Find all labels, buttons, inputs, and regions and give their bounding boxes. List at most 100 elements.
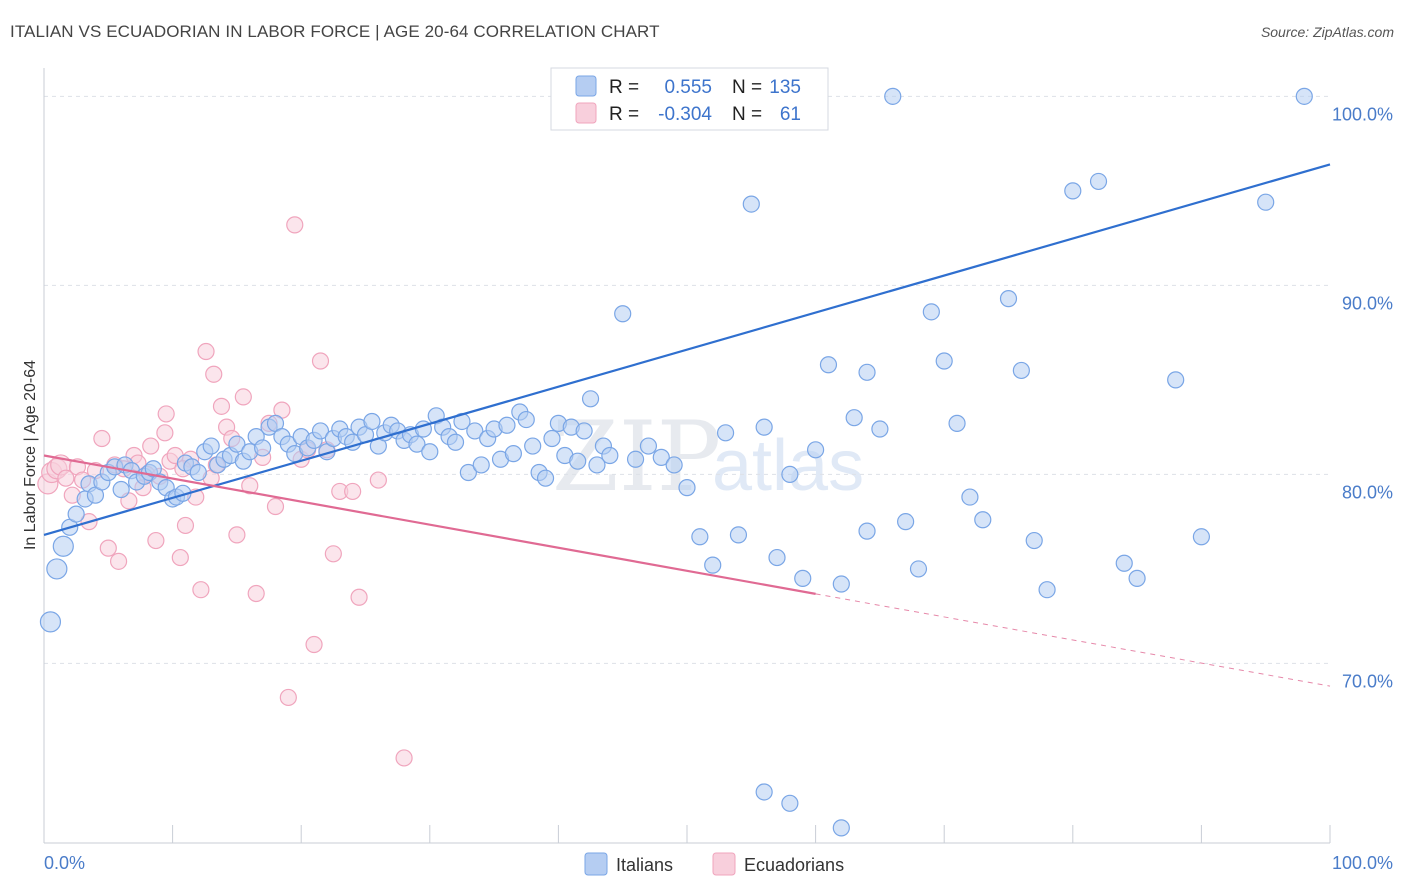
- italian-point-116: [961, 488, 979, 506]
- ecuadorian-point-27: [176, 516, 195, 535]
- ecuadorian-point-30: [192, 581, 210, 599]
- ecuadorian-point-13: [109, 552, 128, 570]
- source-credit: Source: ZipAtlas.com: [1260, 24, 1394, 40]
- italian-point-85: [575, 422, 593, 440]
- italian-point-119: [1012, 361, 1030, 380]
- italian-point-102: [768, 548, 786, 567]
- ecuadorian-point-39: [241, 477, 259, 495]
- ecuadorian-point-23: [156, 424, 174, 442]
- ecuadorian-point-50: [311, 352, 330, 370]
- ecuadorian-point-21: [147, 531, 165, 550]
- ecuadorian-point-10: [93, 429, 111, 448]
- italian-point-68: [466, 422, 484, 440]
- italians-trend-line: [43, 163, 1331, 536]
- italian-point-92: [639, 437, 658, 455]
- italians-legend-swatch: [575, 75, 597, 97]
- italian-point-110: [871, 420, 889, 438]
- italian-point-80: [543, 429, 561, 448]
- italian-point-123: [1089, 172, 1108, 191]
- y-axis-title: In Labor Force | Age 20-64: [22, 360, 39, 550]
- y-tick-label-1: 90.0%: [1342, 293, 1393, 313]
- series-legend: Italians Ecuadorians: [584, 852, 844, 876]
- italian-point-61: [421, 443, 439, 461]
- ecuadorian-point-31: [197, 342, 215, 361]
- italian-point-129: [1295, 87, 1313, 105]
- legend-ecuadorians-label: Ecuadorians: [744, 855, 844, 875]
- italians-points: [39, 87, 1313, 837]
- ecuadorian-point-57: [395, 749, 413, 767]
- italian-point-115: [948, 414, 966, 432]
- italian-point-76: [517, 410, 535, 429]
- y-tick-label-2: 80.0%: [1342, 482, 1393, 502]
- ecuadorians-r-label: R =: [609, 104, 639, 125]
- ecuadorian-point-4: [57, 469, 75, 487]
- y-tick-label-3: 70.0%: [1342, 671, 1393, 691]
- ecuadorian-point-46: [286, 216, 304, 234]
- ecuadorians-legend-swatch: [575, 102, 597, 124]
- italian-point-109: [858, 522, 876, 540]
- ecuadorian-point-38: [234, 388, 252, 406]
- italian-point-74: [504, 445, 522, 463]
- ecuadorians-trend-line: [43, 454, 816, 595]
- italian-point-126: [1167, 371, 1185, 389]
- italian-point-131: [781, 794, 799, 812]
- x-tick-label-left: 0.0%: [44, 853, 85, 873]
- x-axis-ticks: [43, 825, 1331, 843]
- italian-point-90: [614, 305, 632, 323]
- italians-r-value: 0.555: [664, 77, 712, 98]
- ecuadorian-point-55: [350, 588, 368, 606]
- ecuadorian-point-37: [228, 526, 246, 544]
- italian-point-107: [832, 575, 850, 593]
- italian-point-133: [858, 363, 876, 381]
- italian-point-132: [832, 819, 850, 837]
- italian-point-69: [472, 456, 490, 474]
- italian-point-44: [311, 422, 330, 440]
- x-tick-label-right: 100.0%: [1332, 853, 1393, 873]
- italian-point-113: [922, 303, 940, 321]
- ecuadorian-point-52: [324, 545, 342, 563]
- ecuadorian-point-20: [142, 437, 160, 455]
- ecuadorian-point-26: [171, 548, 189, 567]
- italian-point-59: [408, 435, 426, 453]
- italian-point-35: [254, 439, 272, 457]
- stats-legend: R = 0.555 N = 135 R = -0.304 N = 61: [550, 67, 829, 131]
- stats-legend-box: [550, 67, 829, 131]
- italian-point-77: [524, 437, 542, 455]
- italian-point-130: [755, 783, 773, 801]
- chart-title: ITALIAN VS ECUADORIAN IN LABOR FORCE | A…: [10, 22, 660, 41]
- y-axis-tick-labels: 100.0% 90.0% 80.0% 70.0%: [1332, 104, 1393, 691]
- italian-point-27: [202, 437, 220, 455]
- italian-point-121: [1038, 581, 1056, 599]
- italians-n-label: N =: [732, 77, 762, 98]
- ecuadorian-point-34: [212, 397, 231, 415]
- ecuadorian-point-11: [99, 539, 117, 557]
- italian-point-128: [1257, 193, 1275, 211]
- ecuadorians-n-value: 61: [780, 104, 801, 125]
- ecuadorian-point-60: [157, 405, 175, 423]
- italian-point-89: [601, 446, 619, 465]
- italian-point-2: [52, 535, 74, 557]
- italian-point-111: [897, 513, 915, 531]
- ecuadorians-trend-line-extension: [815, 593, 1331, 687]
- italian-point-31: [228, 435, 246, 453]
- italian-point-118: [999, 290, 1018, 308]
- italian-point-105: [806, 441, 825, 459]
- italian-point-96: [691, 528, 709, 546]
- italian-point-65: [446, 433, 465, 451]
- ecuadorian-point-49: [305, 635, 323, 654]
- italian-point-114: [935, 352, 953, 370]
- italian-point-117: [974, 511, 992, 529]
- ecuadorians-n-label: N =: [732, 104, 762, 125]
- italian-point-127: [1192, 528, 1211, 546]
- italian-point-101: [755, 418, 773, 436]
- ecuadorian-point-59: [205, 365, 223, 383]
- italian-point-99: [729, 526, 748, 544]
- italians-n-value: 135: [769, 77, 801, 98]
- italian-point-100: [742, 195, 760, 213]
- italian-point-93: [652, 448, 670, 466]
- legend-italians-label: Italians: [616, 855, 673, 875]
- italians-r-label: R =: [609, 77, 639, 98]
- italian-point-112: [909, 560, 928, 578]
- italian-point-94: [665, 456, 683, 474]
